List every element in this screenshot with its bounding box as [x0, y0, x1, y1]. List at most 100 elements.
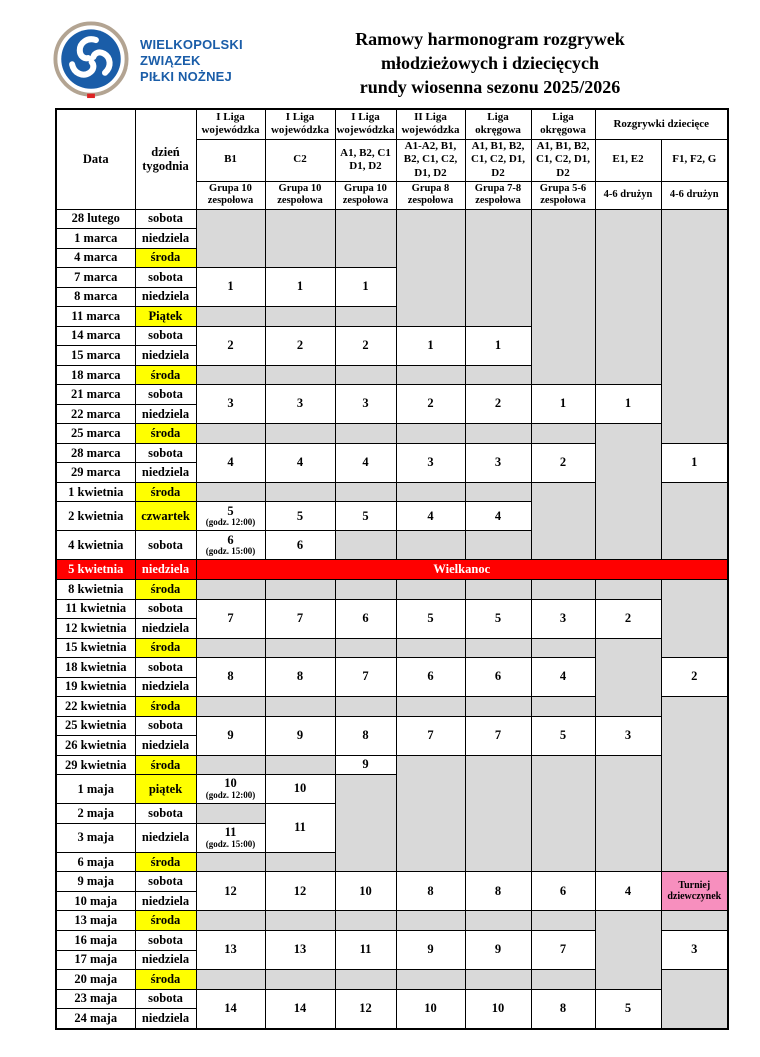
empty-cell	[660, 910, 729, 931]
empty-cell	[464, 423, 532, 444]
round-number: 4	[559, 669, 567, 684]
round-number-cell: 13	[195, 929, 266, 971]
round-number: 6	[494, 669, 502, 684]
date-cell: 17 maja	[55, 949, 136, 971]
round-number-cell: 10	[264, 774, 336, 805]
easter-row: 5 kwietnia niedziela Wielkanoc	[55, 559, 729, 580]
date-cell: 24 maja	[55, 1008, 136, 1030]
empty-cell	[334, 481, 397, 503]
round-number: 6	[559, 883, 567, 898]
round-number-cell: 12	[195, 871, 266, 912]
empty-cell	[334, 530, 397, 561]
empty-cell	[464, 696, 532, 717]
empty-cell	[530, 579, 596, 600]
schedule-row: 3 maja niedziela 11 (godz. 15:00)	[55, 822, 728, 853]
round-number-cell: 6	[334, 598, 397, 639]
round-number-cell: 3	[594, 715, 662, 756]
round-number: 12	[224, 883, 237, 898]
round-number: 2	[296, 337, 304, 352]
league-header: Liga okręgowa	[464, 108, 532, 140]
day-cell: środa	[134, 851, 197, 873]
schedule-row: 22 kwietnia środa	[55, 696, 729, 873]
day-cell: środa	[134, 423, 197, 444]
empty-cell	[195, 910, 266, 931]
round-number: 12	[359, 1000, 372, 1015]
round-number-cell: 6 (godz. 15:00)	[195, 530, 266, 561]
date-cell: 13 maja	[55, 910, 136, 931]
group-header: F1, F2, G	[660, 138, 729, 182]
day-cell: niedziela	[134, 949, 197, 971]
round-number: 7	[494, 727, 502, 742]
round-number-cell: 8	[334, 715, 397, 756]
round-number: 5	[624, 1000, 632, 1015]
day-cell: niedziela	[134, 286, 197, 308]
round-number-cell: 2	[660, 657, 729, 698]
date-cell: 28 marca	[55, 442, 136, 464]
round-number-cell: 5	[530, 715, 596, 756]
empty-cell	[530, 423, 596, 444]
schedule-row: 21 marca sobota 3 3 3 2 2 1 1	[55, 384, 728, 425]
round-number-cell: 4	[464, 501, 532, 532]
date-cell: 26 kwietnia	[55, 735, 136, 756]
empty-cell	[195, 637, 266, 659]
size-header: 4-6 drużyn	[594, 180, 662, 210]
schedule-row: 9 maja sobota 12 12 10 8 8 6 4 Turniej dziewczyne…	[55, 871, 729, 912]
round-number-cell: 1	[264, 267, 336, 308]
schedule-row: 26 kwietnia niedziela	[55, 735, 728, 756]
round-time-note: (godz. 12:00)	[205, 790, 256, 801]
round-number-cell: 1	[530, 384, 596, 425]
round-number: 11	[294, 820, 306, 835]
empty-cell	[464, 208, 532, 327]
round-number: 6	[296, 537, 304, 552]
date-cell: 7 marca	[55, 267, 136, 288]
date-cell: 22 marca	[55, 403, 136, 425]
group-header: A1, B1, B2, C1, C2, D1, D2	[530, 138, 596, 182]
round-number-cell: 2	[334, 325, 397, 366]
org-name: WIELKOPOLSKI ZWIĄZEK PIŁKI NOŻNEJ	[140, 37, 243, 85]
round-number: 1	[494, 337, 502, 352]
round-number-cell: 11 (godz. 15:00)	[195, 822, 266, 853]
round-number: 2	[427, 396, 434, 411]
empty-cell	[530, 481, 596, 561]
page-title: Ramowy harmonogram rozgrywek młodzieżowy…	[248, 22, 732, 99]
empty-cell	[395, 530, 466, 561]
day-cell: sobota	[134, 530, 197, 561]
empty-cell	[660, 578, 729, 659]
date-cell: 3 maja	[55, 822, 136, 853]
round-number: 8	[296, 669, 304, 684]
schedule-table: Data dzień tygodnia I Liga wojewódzka I Lig…	[55, 108, 730, 1030]
empty-cell	[334, 364, 397, 386]
empty-cell	[334, 969, 397, 990]
empty-cell	[195, 803, 266, 824]
day-cell: niedziela	[134, 403, 197, 425]
round-number: 8	[362, 727, 369, 742]
schedule-row: 15 kwietnia środa	[55, 637, 728, 717]
date-cell: 20 maja	[55, 969, 136, 990]
round-number-cell: 1	[464, 325, 532, 366]
round-number-cell: 9	[334, 754, 397, 776]
date-cell: 25 kwietnia	[55, 715, 136, 737]
empty-cell	[334, 306, 397, 327]
round-number: 14	[224, 1000, 237, 1015]
day-cell: środa	[134, 696, 197, 717]
group-header: A1, B1, B2, C1, C2, D1, D2	[464, 138, 532, 182]
round-number-cell: 8	[195, 657, 266, 698]
empty-cell	[264, 696, 336, 717]
round-number: 11	[224, 825, 237, 840]
round-number: 10	[491, 1000, 505, 1015]
round-number-cell: 9	[395, 929, 466, 971]
empty-cell	[195, 423, 266, 444]
round-number-cell: 3	[334, 384, 397, 425]
round-number: 8	[559, 1000, 567, 1015]
round-number-cell: 2	[264, 325, 336, 366]
day-cell: środa	[134, 247, 197, 269]
empty-cell	[264, 481, 336, 503]
round-number-cell: 5	[395, 598, 466, 639]
day-cell: sobota	[134, 657, 197, 678]
round-number-cell: 7	[530, 929, 596, 971]
schedule-row: 1 maja piątek 10 (godz. 12:00) 10	[55, 774, 728, 873]
schedule-row: 6 maja środa	[55, 851, 728, 873]
day-cell: niedziela	[134, 1008, 197, 1030]
round-number: 2	[494, 396, 502, 411]
round-number: 9	[227, 727, 234, 742]
